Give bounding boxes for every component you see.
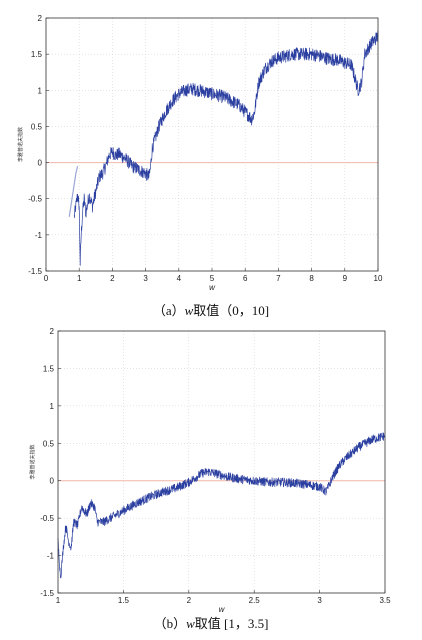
caption-a-variable: w: [184, 303, 194, 318]
chart-a-xtick-label-6: 6: [243, 274, 248, 283]
chart-a-ylabel: 李雅普诺夫指数: [17, 127, 24, 162]
chart-b-ytick-label-1: 1.5: [43, 364, 55, 373]
caption-b: （b）w取值 [1，3.5]: [0, 613, 422, 632]
chart-a: 0 1 2 3 4 5 6 7 8 9 10 2 1.5 1 0.5 0 -0.5 -1 -1.5 w 李雅普诺夫指数: [17, 14, 383, 292]
chart-a-xtick-label-8: 8: [309, 274, 314, 283]
chart-b-ytick-label-2: 1: [50, 402, 55, 411]
chart-a-xtick-label-10: 10: [374, 274, 383, 283]
chart-b-ytick-label-6: -1: [47, 552, 55, 561]
chart-b-series-0: [57, 432, 386, 579]
caption-b-prefix: （b）: [153, 616, 187, 631]
chart-a-ytick-label-3: 0.5: [31, 122, 43, 131]
caption-a: （a）w取值（0，10]: [0, 300, 422, 319]
chart-a-xtick-label-1: 1: [77, 274, 82, 283]
chart-b: 1 1.5 2 2.5 3 3.5 2 1.5 1 0.5 0 -0.5 -1 -1.5 w 李雅普诺夫指数: [29, 327, 391, 614]
chart-a-ytick-label-1: 1.5: [31, 50, 43, 59]
chart-a-xtick-label-9: 9: [343, 274, 348, 283]
chart-b-ylabel: 李雅普诺夫指数: [29, 444, 36, 479]
chart-a-ytick-label-6: -1: [35, 231, 43, 240]
chart-b-xtick-label-3: 2.5: [249, 596, 261, 605]
chart-b-xtick-label-4: 3: [317, 596, 322, 605]
chart-a-ytick-label-5: -0.5: [28, 195, 42, 204]
chart-a-xtick-label-0: 0: [44, 274, 49, 283]
chart-a-xtick-label-4: 4: [177, 274, 182, 283]
chart-a-xtick-label-3: 3: [143, 274, 148, 283]
chart-a-ytick-label-2: 1: [38, 86, 43, 95]
chart-b-xtick-label-2: 2: [187, 596, 192, 605]
caption-a-text: 取值（0，10]: [193, 303, 270, 318]
chart-b-xtick-label-5: 3.5: [379, 596, 391, 605]
chart-a-xtick-label-5: 5: [210, 274, 215, 283]
chart-b-ytick-label-4: 0: [50, 477, 55, 486]
chart-b-ytick-label-3: 0.5: [43, 439, 55, 448]
chart-b-frame: [57, 330, 386, 594]
chart-a-xlabel: w: [209, 283, 216, 292]
caption-b-variable: w: [186, 616, 195, 631]
chart-b-xtick-label-1: 1.5: [118, 596, 130, 605]
chart-b-ytick-label-0: 2: [50, 327, 55, 336]
chart-a-xtick-label-7: 7: [276, 274, 281, 283]
caption-a-prefix: （a）: [152, 303, 185, 318]
chart-a-ytick-label-7: -1.5: [28, 267, 42, 276]
chart-a-xtick-label-2: 2: [110, 274, 115, 283]
chart-a-series-1: [68, 166, 79, 217]
chart-b-ytick-label-7: -1.5: [40, 589, 54, 598]
caption-b-text: 取值 [1，3.5]: [194, 616, 269, 631]
chart-b-xtick-label-0: 1: [56, 596, 61, 605]
chart-a-ytick-label-4: 0: [38, 159, 43, 168]
chart-b-xlabel: w: [219, 605, 226, 614]
chart-b-ytick-label-5: -0.5: [40, 514, 54, 523]
chart-a-series-0: [73, 30, 379, 266]
chart-a-ytick-label-0: 2: [38, 14, 43, 23]
